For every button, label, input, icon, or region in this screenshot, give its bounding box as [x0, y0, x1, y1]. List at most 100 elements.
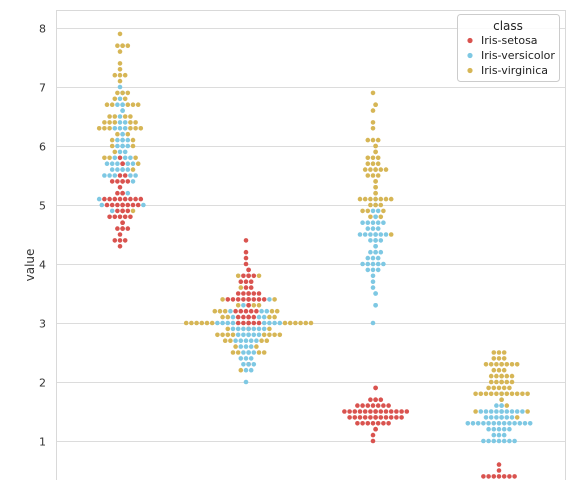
point-iris-setosa	[404, 409, 410, 414]
point-iris-virginica	[509, 362, 515, 367]
point-iris-virginica	[370, 173, 376, 178]
point-iris-virginica	[133, 155, 138, 161]
point-iris-virginica	[204, 320, 210, 326]
point-iris-versicolor	[248, 356, 254, 361]
point-iris-virginica	[115, 43, 120, 48]
point-iris-virginica	[272, 297, 277, 302]
point-iris-setosa	[375, 403, 381, 408]
point-iris-versicolor	[117, 120, 123, 125]
point-iris-setosa	[120, 202, 125, 208]
point-iris-virginica	[120, 90, 125, 96]
point-iris-versicolor	[238, 356, 244, 361]
point-iris-setosa	[112, 238, 118, 243]
point-iris-versicolor	[373, 249, 378, 255]
point-iris-versicolor	[112, 173, 118, 178]
point-iris-setosa	[362, 409, 368, 414]
point-iris-versicolor	[125, 143, 131, 149]
point-iris-setosa	[117, 155, 123, 161]
point-iris-versicolor	[246, 350, 251, 355]
point-iris-setosa	[120, 208, 125, 214]
point-iris-virginica	[107, 120, 112, 125]
point-iris-virginica	[368, 167, 373, 172]
point-iris-versicolor	[267, 297, 272, 302]
point-iris-virginica	[96, 126, 102, 131]
point-iris-virginica	[117, 31, 123, 37]
point-iris-setosa	[388, 415, 394, 420]
point-iris-versicolor	[481, 438, 486, 444]
point-iris-versicolor	[370, 285, 376, 290]
point-iris-versicolor	[501, 432, 507, 438]
point-iris-setosa	[117, 196, 123, 202]
point-iris-versicolor	[504, 415, 510, 420]
point-iris-versicolor	[115, 137, 120, 143]
point-iris-versicolor	[251, 332, 257, 338]
point-iris-versicolor	[383, 232, 389, 237]
point-iris-setosa	[241, 273, 246, 279]
point-iris-virginica	[368, 202, 373, 208]
point-iris-virginica	[499, 373, 504, 379]
point-iris-virginica	[117, 61, 123, 66]
point-iris-virginica	[133, 120, 138, 125]
point-iris-virginica	[373, 143, 378, 149]
point-iris-setosa	[128, 196, 133, 202]
point-iris-setosa	[115, 208, 120, 214]
point-iris-versicolor	[272, 320, 277, 326]
point-iris-virginica	[509, 379, 515, 385]
point-iris-versicolor	[251, 326, 257, 332]
point-iris-virginica	[496, 367, 502, 373]
point-iris-versicolor	[370, 226, 376, 231]
y-tick-labels: 1 2 3 4 5 6 7 8	[39, 23, 46, 449]
point-iris-versicolor	[122, 149, 128, 155]
point-iris-virginica	[504, 403, 510, 408]
point-iris-virginica	[220, 332, 225, 338]
point-iris-versicolor	[261, 314, 267, 320]
point-iris-virginica	[130, 137, 136, 143]
point-iris-setosa	[120, 161, 125, 166]
point-iris-virginica	[378, 167, 384, 172]
point-iris-virginica	[135, 102, 141, 107]
point-iris-virginica	[199, 320, 205, 326]
point-iris-setosa	[370, 438, 376, 444]
point-iris-setosa	[243, 279, 249, 285]
point-iris-virginica	[220, 297, 225, 302]
point-iris-virginica	[494, 391, 499, 397]
point-iris-setosa	[115, 179, 120, 184]
point-iris-versicolor	[499, 409, 504, 414]
point-iris-setosa	[386, 403, 391, 408]
point-iris-virginica	[133, 126, 138, 131]
point-iris-setosa	[386, 421, 391, 426]
point-iris-setosa	[360, 421, 365, 426]
point-iris-virginica	[215, 332, 220, 338]
point-iris-versicolor	[491, 421, 497, 426]
point-iris-virginica	[138, 126, 144, 131]
point-iris-virginica	[514, 362, 520, 367]
point-iris-virginica	[373, 167, 378, 172]
point-iris-setosa	[238, 279, 244, 285]
point-iris-virginica	[370, 108, 376, 113]
point-iris-setosa	[241, 297, 246, 302]
point-iris-setosa	[122, 214, 128, 220]
point-iris-versicolor	[115, 102, 120, 107]
point-iris-versicolor	[233, 338, 238, 344]
point-iris-virginica	[504, 391, 510, 397]
point-iris-versicolor	[241, 332, 246, 338]
point-iris-virginica	[370, 137, 376, 143]
point-iris-setosa	[117, 244, 123, 249]
point-iris-versicolor	[520, 409, 525, 414]
point-iris-virginica	[491, 385, 497, 391]
point-iris-virginica	[225, 326, 231, 332]
point-iris-versicolor	[104, 161, 110, 166]
point-iris-virginica	[122, 96, 128, 102]
point-iris-virginica	[125, 43, 131, 48]
point-iris-versicolor	[125, 137, 131, 143]
point-iris-setosa	[115, 226, 120, 231]
point-iris-setosa	[347, 409, 352, 414]
point-iris-virginica	[209, 320, 215, 326]
point-iris-setosa	[243, 261, 249, 267]
point-iris-virginica	[259, 338, 264, 344]
point-iris-virginica	[525, 391, 530, 397]
point-iris-virginica	[125, 102, 131, 107]
point-iris-versicolor	[488, 415, 494, 420]
point-iris-versicolor	[107, 173, 112, 178]
point-iris-setosa	[246, 273, 251, 279]
